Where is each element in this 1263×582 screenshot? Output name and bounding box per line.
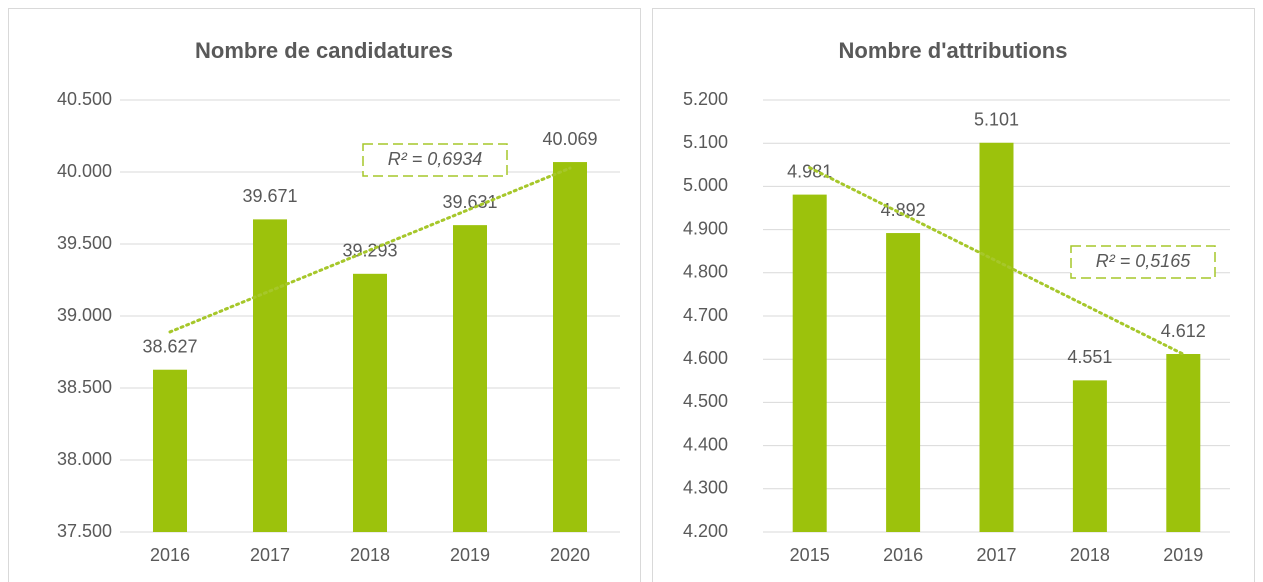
bar xyxy=(553,162,587,532)
y-tick-label: 4.800 xyxy=(683,262,728,282)
bar xyxy=(1166,354,1201,532)
y-tick-label: 5.100 xyxy=(683,132,728,152)
x-tick-label: 2017 xyxy=(250,545,290,565)
chart-title: Nombre d'attributions xyxy=(839,38,1068,63)
bar xyxy=(253,219,287,532)
y-tick-label: 4.400 xyxy=(683,434,728,454)
trendline xyxy=(808,166,1185,356)
trendline xyxy=(168,166,572,334)
bar xyxy=(979,142,1014,532)
y-tick-label: 4.300 xyxy=(683,478,728,498)
bar xyxy=(1072,380,1107,532)
value-label: 4.892 xyxy=(881,200,926,220)
x-tick-label: 2018 xyxy=(1070,545,1110,565)
y-tick-label: 39.500 xyxy=(57,233,112,253)
bar xyxy=(153,369,187,532)
x-tick-label: 2019 xyxy=(1163,545,1203,565)
x-tick-label: 2020 xyxy=(550,545,590,565)
y-tick-label: 40.000 xyxy=(57,161,112,181)
value-label: 4.612 xyxy=(1161,321,1206,341)
chart-title: Nombre de candidatures xyxy=(195,38,453,63)
value-label: 40.069 xyxy=(542,129,597,149)
y-tick-label: 5.000 xyxy=(683,175,728,195)
y-tick-label: 5.200 xyxy=(683,89,728,109)
y-tick-label: 4.200 xyxy=(683,521,728,541)
bar xyxy=(792,194,827,532)
panel-border xyxy=(8,8,641,582)
y-tick-label: 37.500 xyxy=(57,521,112,541)
value-label: 5.101 xyxy=(974,110,1019,130)
annotation: R² = 0,6934 xyxy=(388,149,483,169)
annotation-box xyxy=(362,143,508,177)
bar xyxy=(886,233,921,532)
y-tick-label: 40.500 xyxy=(57,89,112,109)
value-label: 39.631 xyxy=(442,192,497,212)
x-tick-label: 2016 xyxy=(150,545,190,565)
bar xyxy=(353,273,387,532)
annotation: R² = 0,5165 xyxy=(1096,251,1192,271)
x-tick-label: 2016 xyxy=(883,545,923,565)
x-tick-label: 2018 xyxy=(350,545,390,565)
value-label: 39.671 xyxy=(242,186,297,206)
y-tick-label: 4.900 xyxy=(683,218,728,238)
y-tick-label: 38.000 xyxy=(57,449,112,469)
y-tick-label: 38.500 xyxy=(57,377,112,397)
y-tick-label: 39.000 xyxy=(57,305,112,325)
annotation-box xyxy=(1070,245,1216,279)
value-label: 38.627 xyxy=(142,336,197,356)
x-tick-label: 2019 xyxy=(450,545,490,565)
value-label: 4.551 xyxy=(1067,347,1112,367)
bar xyxy=(453,225,487,533)
y-tick-label: 4.500 xyxy=(683,391,728,411)
x-tick-label: 2015 xyxy=(790,545,830,565)
y-tick-label: 4.600 xyxy=(683,348,728,368)
x-tick-label: 2017 xyxy=(976,545,1016,565)
value-label: 4.981 xyxy=(787,161,832,181)
panel-border xyxy=(652,8,1255,582)
y-tick-label: 4.700 xyxy=(683,305,728,325)
